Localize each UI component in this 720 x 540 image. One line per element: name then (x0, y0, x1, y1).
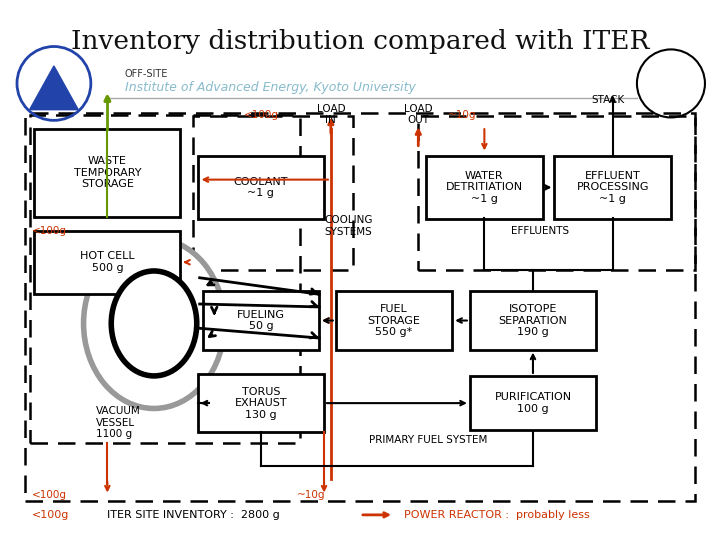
Text: <100g: <100g (32, 226, 66, 236)
Text: ~10g: ~10g (447, 110, 476, 119)
Bar (554, 156, 671, 219)
Text: EFFLUENTS: EFFLUENTS (510, 226, 569, 236)
Text: EFFLUENT
PROCESSING
~1 g: EFFLUENT PROCESSING ~1 g (577, 171, 649, 204)
Ellipse shape (84, 239, 225, 408)
Text: WASTE
TEMPORARY
STORAGE: WASTE TEMPORARY STORAGE (73, 156, 141, 190)
Bar (30, 114, 300, 443)
Bar (202, 292, 319, 350)
Bar (470, 376, 596, 430)
Bar (35, 231, 180, 294)
Text: VACUUM
VESSEL
1100 g: VACUUM VESSEL 1100 g (96, 406, 140, 439)
Text: <100g: <100g (243, 110, 279, 119)
Text: <100g: <100g (32, 490, 66, 501)
Text: FUEL
STORAGE
550 g*: FUEL STORAGE 550 g* (368, 304, 420, 337)
Text: POWER REACTOR :  probably less: POWER REACTOR : probably less (404, 510, 590, 520)
Text: ISOTOPE
SEPARATION
190 g: ISOTOPE SEPARATION 190 g (498, 304, 567, 337)
Text: WATER
DETRITIATION
~1 g: WATER DETRITIATION ~1 g (446, 171, 523, 204)
Bar (198, 374, 324, 433)
Text: OFF-SITE: OFF-SITE (125, 69, 168, 79)
Bar (198, 156, 324, 219)
Text: PURIFICATION
100 g: PURIFICATION 100 g (495, 393, 572, 414)
Text: Institute of Advanced Energy, Kyoto University: Institute of Advanced Energy, Kyoto Univ… (125, 81, 415, 94)
Text: FUELING
50 g: FUELING 50 g (237, 310, 285, 332)
Text: COOLANT
~1 g: COOLANT ~1 g (233, 177, 288, 198)
Bar (470, 292, 596, 350)
Bar (426, 156, 543, 219)
Polygon shape (30, 66, 78, 110)
Bar (35, 129, 180, 217)
Text: LOAD
IN: LOAD IN (317, 104, 345, 125)
Bar (193, 117, 354, 270)
Bar (24, 112, 696, 501)
Text: <100g: <100g (32, 510, 69, 520)
Text: HOT CELL
500 g: HOT CELL 500 g (80, 252, 135, 273)
Bar (336, 292, 452, 350)
Text: PRIMARY FUEL SYSTEM: PRIMARY FUEL SYSTEM (369, 435, 487, 445)
Ellipse shape (112, 271, 197, 376)
Bar (418, 117, 696, 270)
Text: LOAD
OUT: LOAD OUT (404, 104, 433, 125)
Text: STACK: STACK (591, 95, 624, 105)
Text: COOLING
SYSTEMS: COOLING SYSTEMS (324, 215, 372, 237)
Text: ~10g: ~10g (297, 490, 325, 501)
Text: Inventory distribution compared with ITER: Inventory distribution compared with ITE… (71, 29, 649, 54)
Text: ITER SITE INVENTORY :  2800 g: ITER SITE INVENTORY : 2800 g (107, 510, 280, 520)
Text: TORUS
EXHAUST
130 g: TORUS EXHAUST 130 g (235, 387, 287, 420)
